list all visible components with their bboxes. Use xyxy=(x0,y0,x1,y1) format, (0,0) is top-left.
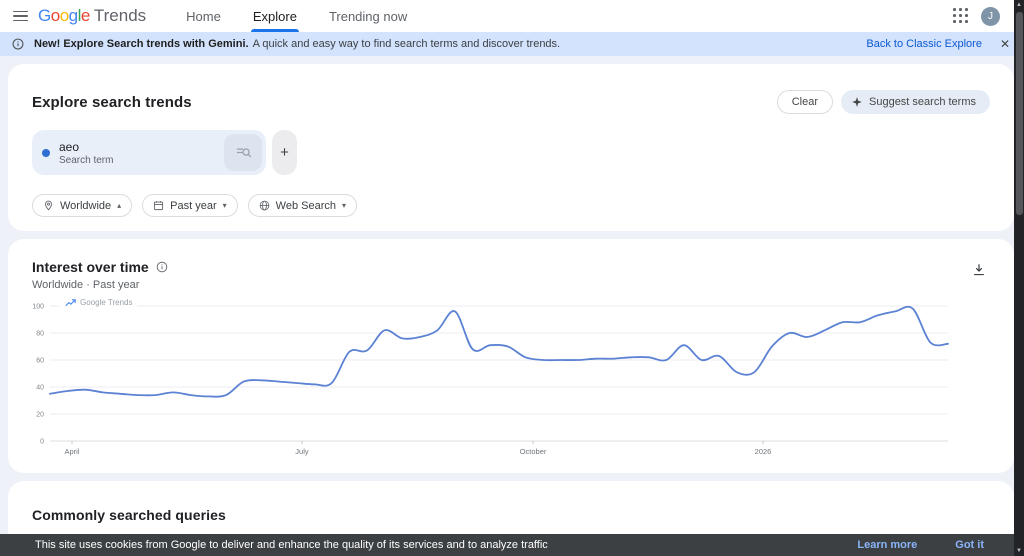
chart-title: Interest over time xyxy=(32,259,149,275)
chevron-down-icon: ▾ xyxy=(341,201,346,210)
download-icon[interactable] xyxy=(968,259,990,286)
search-term-value: aeo xyxy=(59,139,80,154)
sparkle-icon xyxy=(851,96,863,108)
main-nav: Home Explore Trending now xyxy=(174,0,419,32)
filter-search-type[interactable]: Web Search ▾ xyxy=(247,194,357,217)
page-title: Explore search trends xyxy=(32,93,192,111)
svg-text:April: April xyxy=(64,447,79,456)
search-term-chip[interactable]: aeo Search term xyxy=(32,130,266,175)
info-icon[interactable] xyxy=(156,261,168,273)
nav-explore[interactable]: Explore xyxy=(241,0,309,32)
series-color-dot xyxy=(42,148,50,157)
google-wordmark: Google xyxy=(38,6,90,25)
scrollbar-thumb[interactable] xyxy=(1015,12,1023,215)
scroll-up-icon[interactable]: ▲ xyxy=(1016,2,1022,8)
interest-chart: 0 20 40 60 80 100 April July October 2026 Google … xyxy=(32,298,990,457)
svg-text:40: 40 xyxy=(36,385,44,392)
manage-search-icon xyxy=(235,144,252,161)
app-header: Google Trends Home Explore Trending now … xyxy=(0,0,1024,32)
location-pin-icon xyxy=(43,200,54,211)
got-it-button[interactable]: Got it xyxy=(955,539,984,551)
svg-text:July: July xyxy=(295,447,309,456)
apps-grid-icon[interactable] xyxy=(953,8,969,24)
banner-text: A quick and easy way to find search term… xyxy=(252,38,561,50)
svg-text:80: 80 xyxy=(36,331,44,338)
nav-trending-now[interactable]: Trending now xyxy=(328,8,408,24)
add-comparison-button[interactable]: + xyxy=(272,130,297,175)
interest-over-time-card: Interest over time Worldwide · Past year… xyxy=(8,239,1014,473)
search-button[interactable] xyxy=(224,134,262,171)
page-scrollbar[interactable]: ▲ ▼ xyxy=(1014,0,1024,556)
menu-icon[interactable] xyxy=(8,4,32,28)
trends-wordmark: Trends xyxy=(93,6,147,25)
search-term-type: Search term xyxy=(59,154,114,166)
chevron-up-icon: ▴ xyxy=(117,201,122,210)
scroll-down-icon[interactable]: ▼ xyxy=(1016,548,1022,554)
avatar[interactable]: J xyxy=(981,6,1000,26)
filter-time-range[interactable]: Past year ▾ xyxy=(142,194,238,217)
nav-home[interactable]: Home xyxy=(186,8,221,24)
google-trends-watermark: Google Trends xyxy=(60,298,138,307)
cookie-text: This site uses cookies from Google to de… xyxy=(35,539,548,551)
svg-text:60: 60 xyxy=(36,358,44,365)
chart-subtitle: Worldwide · Past year xyxy=(32,279,140,291)
svg-text:20: 20 xyxy=(36,412,44,419)
globe-icon xyxy=(259,200,270,211)
banner-bold-text: New! Explore Search trends with Gemini. xyxy=(34,38,249,50)
svg-text:2026: 2026 xyxy=(755,447,772,456)
suggest-search-terms-button[interactable]: Suggest search terms xyxy=(841,90,990,114)
filter-region[interactable]: Worldwide ▴ xyxy=(32,194,133,217)
explore-search-card: Explore search trends Clear Suggest sear… xyxy=(8,64,1014,231)
close-icon[interactable]: ✕ xyxy=(999,37,1010,51)
clear-button[interactable]: Clear xyxy=(776,90,833,114)
learn-more-link[interactable]: Learn more xyxy=(857,539,918,551)
filters-row: Worldwide ▴ Past year ▾ Web Search ▾ xyxy=(32,194,990,217)
back-to-classic-link[interactable]: Back to Classic Explore xyxy=(866,38,982,50)
google-trends-logo[interactable]: Google Trends xyxy=(38,6,146,26)
svg-text:October: October xyxy=(520,447,547,456)
calendar-icon xyxy=(153,200,164,211)
queries-title: Commonly searched queries xyxy=(32,507,226,523)
svg-text:100: 100 xyxy=(32,304,44,311)
trending-line-icon xyxy=(65,298,76,307)
gemini-promo-banner: New! Explore Search trends with Gemini. … xyxy=(0,32,1024,56)
interest-chart-svg[interactable]: 0 20 40 60 80 100 April July October 2026 xyxy=(32,299,980,457)
info-icon xyxy=(12,38,24,50)
cookie-banner: This site uses cookies from Google to de… xyxy=(0,534,1014,556)
main-content: Explore search trends Clear Suggest sear… xyxy=(0,56,1024,556)
svg-text:0: 0 xyxy=(40,439,44,446)
chevron-down-icon: ▾ xyxy=(222,201,227,210)
